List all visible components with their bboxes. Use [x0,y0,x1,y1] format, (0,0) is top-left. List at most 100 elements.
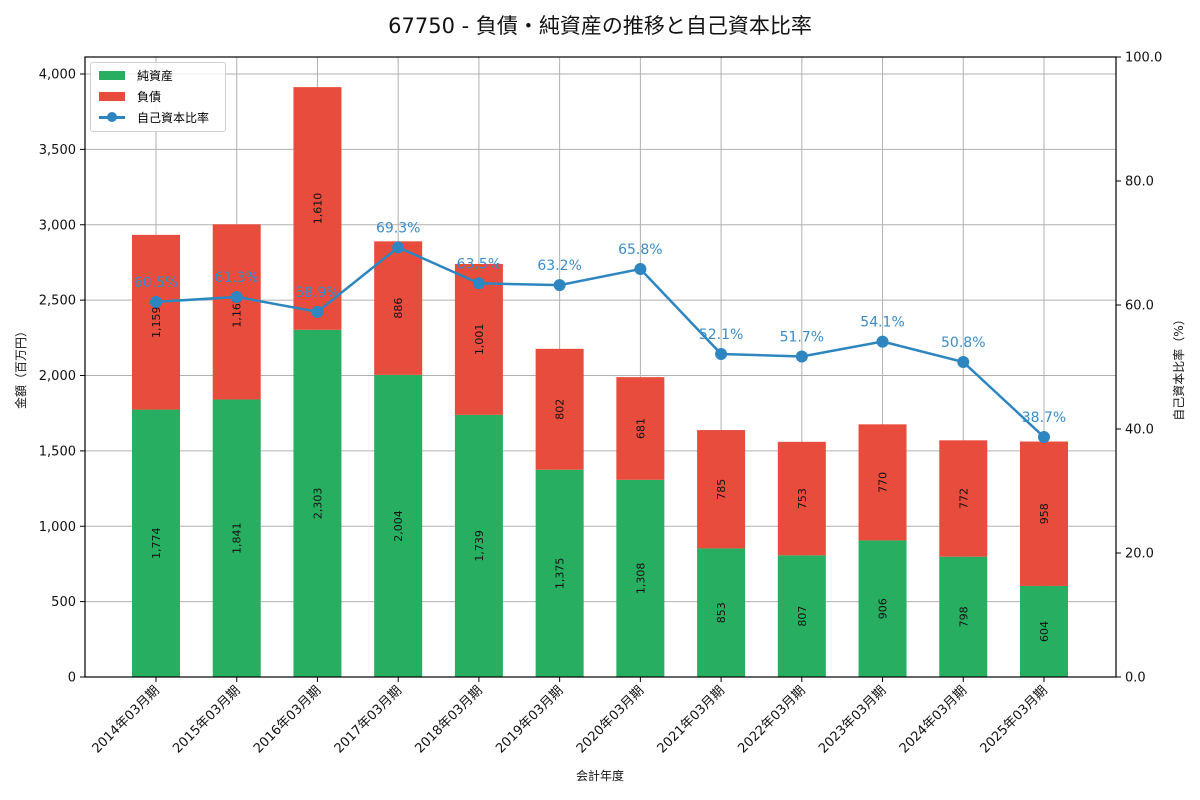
bar-net-assets [1020,585,1068,677]
legend: 純資産 負債 自己資本比率 [90,62,226,132]
bar-net-assets [616,479,665,677]
bar-liabilities [777,441,826,556]
svg-text:60.0: 60.0 [1125,299,1154,314]
svg-text:4,000: 4,000 [39,68,76,83]
ratio-label: 69.3% [376,220,420,236]
data-point-marker [1038,431,1050,444]
svg-text:2016年03月期: 2016年03月期 [251,683,324,756]
bar-liabilities [374,241,423,375]
ratio-label: 63.5% [457,256,501,272]
data-point-marker [472,277,485,290]
equity-ratio-line: 60.5% 61.3% 58.9% 69.3% 63.5% 63.2% 65.8% 52.1%… [134,220,1066,444]
svg-text:2017年03月期: 2017年03月期 [332,683,405,756]
ratio-label: 58.9% [295,285,339,301]
chart-title: 67750 - 負債・純資産の推移と自己資本比率 [388,14,812,38]
bar-value-label: 1,774 [150,528,163,560]
svg-text:2,000: 2,000 [39,369,76,384]
bar-value-label: 1,610 [311,193,324,225]
bar-value-label: 2,303 [311,488,324,520]
data-point-marker [795,350,808,363]
svg-text:500: 500 [51,595,76,610]
svg-text:3,500: 3,500 [39,143,76,158]
bar-net-assets [454,414,503,677]
bar-net-assets [535,469,584,677]
legend-label: 純資産 [137,68,174,83]
ratio-label: 60.5% [134,275,178,291]
svg-text:2,500: 2,500 [39,294,76,309]
data-point-marker [230,290,243,303]
axes: 0 500 1,000 1,500 2,000 2,500 3,000 3,500 4,000 0… [13,51,1186,784]
bar-value-label: 753 [796,488,809,509]
bar-value-label: 853 [715,602,728,623]
data-point-marker [876,335,889,348]
y-axis-label-left: 金額（百万円） [13,325,28,409]
data-point-marker [715,347,728,360]
liabilities-swatch-icon [99,91,125,101]
bar-value-label: 798 [957,606,970,627]
y-axis-label-right: 自己資本比率（%） [1171,313,1186,420]
bar-value-label: 604 [1038,621,1051,642]
svg-text:2020年03月期: 2020年03月期 [574,683,647,756]
svg-text:2021年03月期: 2021年03月期 [655,683,728,756]
bar-net-assets [374,374,423,677]
bar-value-label: 1,739 [473,530,486,562]
legend-item-net-assets: 純資産 [99,66,173,84]
bar-value-label: 1,308 [634,563,647,595]
bars: 1,774 1,159 1,841 1,162 2,303 1,610 2,004 886 1,… [132,87,1068,677]
legend-item-liabilities: 負債 [99,87,161,105]
bar-net-assets [132,409,180,677]
bar-liabilities [212,224,261,400]
bar-net-assets [212,399,261,677]
svg-text:2022年03月期: 2022年03月期 [735,683,808,756]
data-point-marker [634,263,647,276]
bar-value-label: 958 [1038,503,1051,524]
bar-net-assets [858,540,907,677]
svg-text:3,000: 3,000 [39,218,76,233]
svg-text:2019年03月期: 2019年03月期 [493,683,566,756]
svg-text:0.0: 0.0 [1125,671,1146,686]
data-point-marker [553,279,566,292]
svg-text:40.0: 40.0 [1125,423,1154,438]
bar-liabilities [1020,441,1068,586]
bar-liabilities [616,377,665,480]
svg-text:20.0: 20.0 [1125,547,1154,562]
bar-value-label: 1,841 [231,522,244,554]
bar-value-label: 807 [796,606,809,627]
svg-text:0: 0 [68,671,76,686]
ratio-label: 52.1% [699,327,743,343]
data-point-marker [957,356,970,369]
bar-liabilities [858,424,907,541]
net-assets-swatch-icon [99,70,125,80]
bar-liabilities [293,87,342,330]
bar-value-label: 906 [877,598,890,619]
svg-text:1,000: 1,000 [39,520,76,535]
bar-net-assets [939,556,988,677]
svg-text:1,500: 1,500 [39,444,76,459]
bar-value-label: 681 [634,418,647,439]
bar-value-label: 770 [877,472,890,493]
bar-liabilities [697,430,746,549]
legend-item-equity-ratio: 自己資本比率 [99,108,209,126]
ratio-label: 51.7% [780,329,824,345]
bar-liabilities [132,234,180,410]
bar-value-label: 1,162 [231,296,244,328]
legend-label: 負債 [137,89,162,104]
bar-value-label: 785 [715,479,728,500]
bar-value-label: 886 [392,298,405,319]
data-point-marker [392,241,405,254]
ratio-label: 61.3% [214,270,258,286]
svg-text:2025年03月期: 2025年03月期 [978,683,1051,756]
bar-net-assets [777,555,826,677]
ratio-label: 65.8% [618,242,662,258]
svg-text:100.0: 100.0 [1125,51,1162,66]
ratio-label: 50.8% [941,335,985,351]
bar-value-label: 772 [957,488,970,509]
ratio-label: 38.7% [1022,410,1066,426]
bar-value-label: 802 [554,399,567,420]
bar-net-assets [293,329,342,677]
svg-text:2015年03月期: 2015年03月期 [170,683,243,756]
x-axis-label: 会計年度 [576,768,624,783]
svg-text:2023年03月期: 2023年03月期 [816,683,889,756]
bar-value-label: 1,375 [554,558,567,590]
bar-value-label: 2,004 [392,510,405,542]
